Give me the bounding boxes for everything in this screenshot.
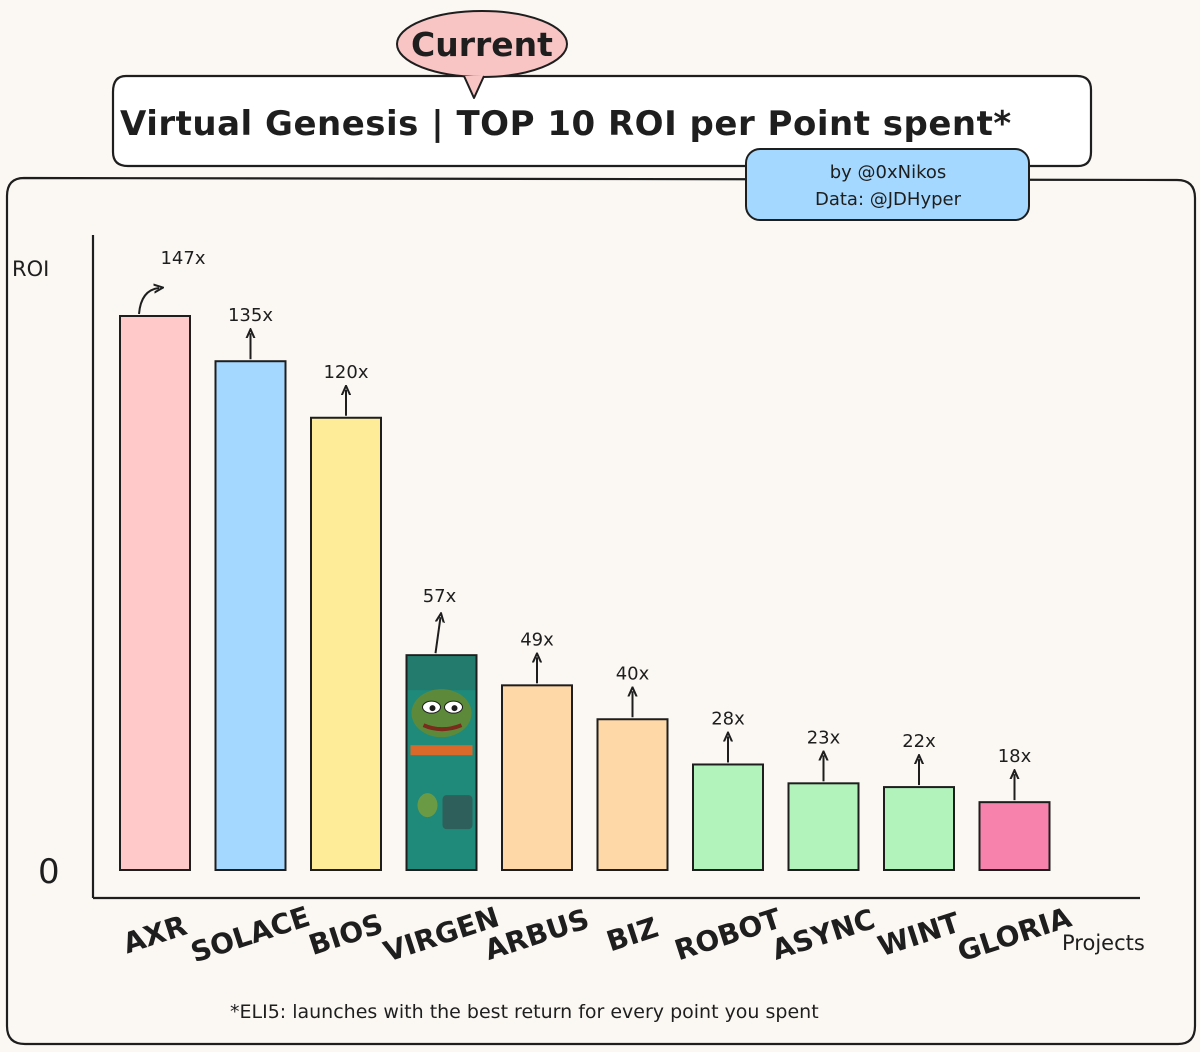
bar-gloria	[978, 801, 1051, 871]
y-axis-label: ROI	[12, 257, 49, 281]
value-label-solace: 135x	[228, 305, 273, 326]
frog-mascot-icon	[407, 656, 476, 869]
credit-data-source: Data: @JDHyper	[815, 189, 962, 210]
value-label-async: 23x	[807, 727, 841, 748]
arrow-axr	[138, 288, 159, 315]
value-label-gloria: 18x	[998, 746, 1032, 767]
current-badge: Current	[396, 10, 568, 99]
x-axis-label: Projects	[1062, 931, 1145, 955]
value-label-biz: 40x	[616, 663, 650, 684]
y-tick-zero: 0	[38, 852, 60, 892]
bars-layer: 147xAXR135xSOLACE120xBIOS57xVIRGEN49xARB…	[119, 248, 1076, 969]
credit-badge: by @0xNikos Data: @JDHyper	[745, 148, 1030, 221]
bar-bios	[310, 416, 382, 871]
bar-biz	[596, 718, 669, 872]
bar-arbus	[501, 684, 573, 871]
arrow-virgen	[434, 617, 441, 654]
value-label-axr: 147x	[160, 248, 205, 269]
bar-wint	[883, 786, 955, 872]
bar-solace	[214, 360, 287, 871]
value-label-arbus: 49x	[520, 629, 554, 650]
bar-robot	[692, 763, 764, 872]
bar-async	[787, 782, 860, 871]
value-label-bios: 120x	[323, 362, 368, 383]
value-label-robot: 28x	[711, 708, 745, 729]
chart-title: Virtual Genesis | TOP 10 ROI per Point s…	[120, 104, 1012, 144]
value-label-virgen: 57x	[423, 586, 457, 607]
bar-axr	[119, 315, 191, 871]
footnote: *ELI5: launches with the best return for…	[230, 1001, 819, 1023]
value-label-wint: 22x	[902, 731, 936, 752]
current-badge-label: Current	[411, 25, 553, 64]
credit-author: by @0xNikos	[830, 162, 947, 183]
title-frame	[111, 74, 1093, 168]
